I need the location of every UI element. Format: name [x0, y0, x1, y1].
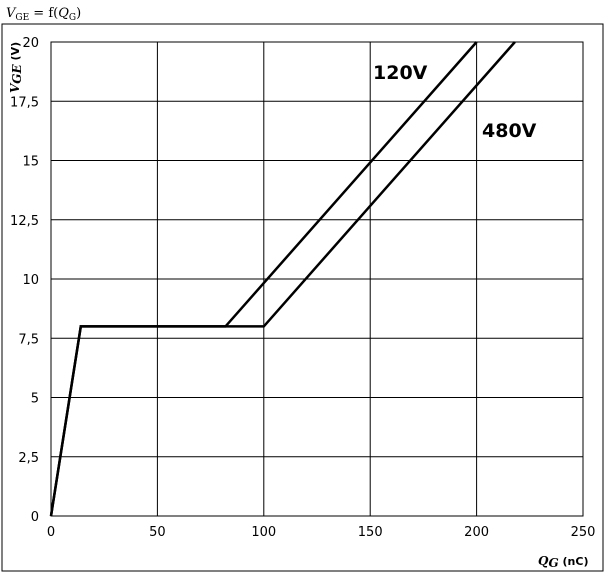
y-tick-label: 7,5 [18, 332, 39, 347]
x-tick-label: 50 [149, 525, 166, 540]
y-tick-label: 12,5 [10, 214, 39, 229]
plot-area [50, 41, 584, 517]
x-axis-label: QG (nC) [538, 554, 589, 570]
y-tick-label: 2,5 [18, 451, 39, 466]
series-label-120v: 120V [373, 62, 428, 84]
grid [50, 41, 584, 517]
series-labels: 120V 480V [373, 62, 537, 142]
x-tick-labels: 0 50 100 150 200 250 [47, 525, 596, 540]
chart-title: VGE = f(QG) [6, 6, 81, 23]
y-tick-label: 5 [31, 392, 39, 407]
chart-frame [1, 23, 604, 572]
y-tick-label: 0 [31, 510, 39, 525]
x-tick-label: 200 [464, 525, 489, 540]
x-tick-label: 100 [251, 525, 276, 540]
plot-border [50, 41, 584, 517]
series-lines [49, 41, 516, 517]
y-tick-label: 10 [22, 273, 39, 288]
y-tick-label: 20 [22, 36, 39, 51]
y-tick-labels: 0 2,5 5 7,5 10 12,5 15 17,5 20 [10, 36, 39, 525]
series-line-480v [49, 41, 516, 517]
x-tick-label: 250 [571, 525, 596, 540]
x-tick-label: 150 [358, 525, 383, 540]
y-axis-label: VGE (V) [8, 42, 24, 93]
series-label-480v: 480V [482, 120, 537, 142]
x-tick-label: 0 [47, 525, 55, 540]
y-tick-label: 17,5 [10, 95, 39, 110]
y-tick-label: 15 [22, 155, 39, 170]
